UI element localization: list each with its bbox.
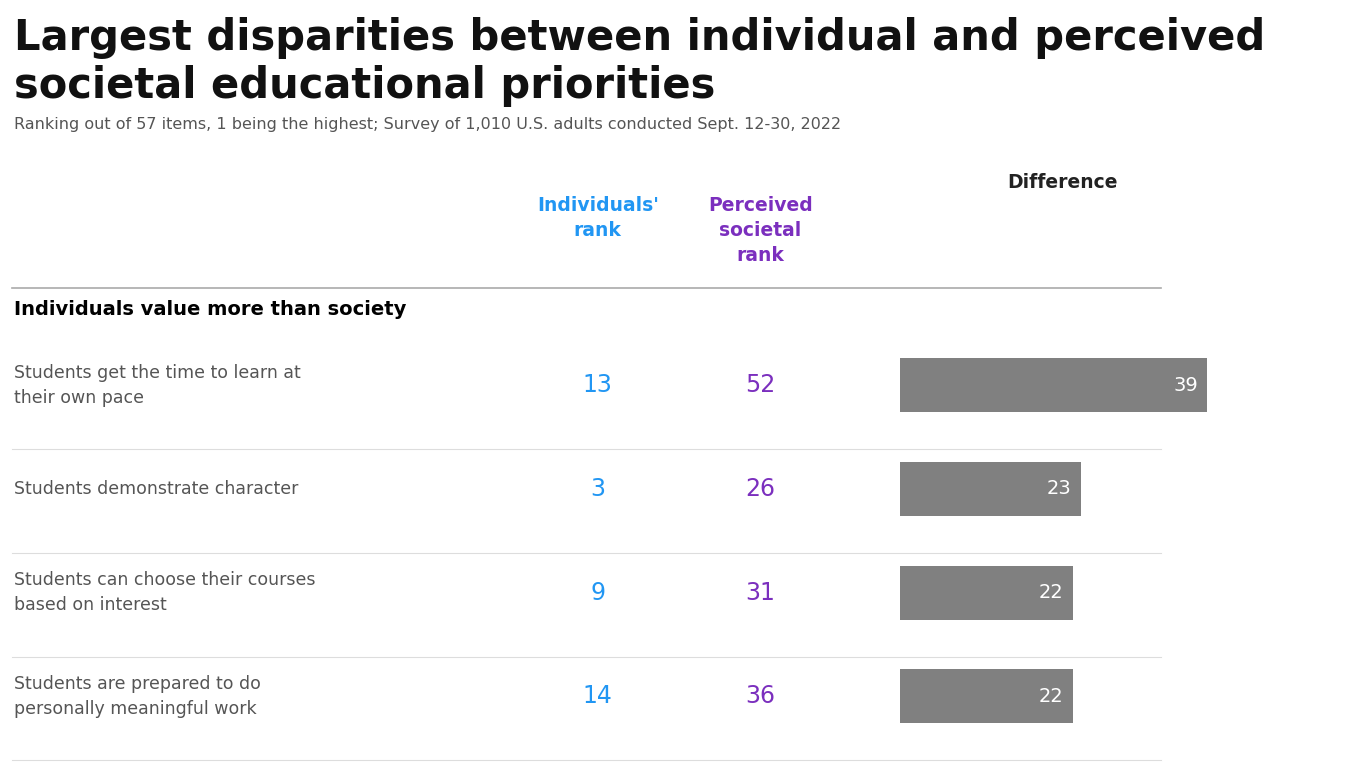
Text: 23: 23	[1046, 479, 1072, 498]
Text: Ranking out of 57 items, 1 being the highest; Survey of 1,010 U.S. adults conduc: Ranking out of 57 items, 1 being the hig…	[14, 117, 841, 132]
FancyBboxPatch shape	[900, 359, 1208, 412]
Text: Perceived
societal
rank: Perceived societal rank	[708, 196, 813, 265]
FancyBboxPatch shape	[900, 462, 1081, 516]
Text: Students demonstrate character: Students demonstrate character	[14, 480, 298, 498]
Text: 22: 22	[1040, 687, 1064, 706]
Text: 13: 13	[583, 373, 613, 397]
Text: 36: 36	[746, 684, 776, 708]
Text: societal educational priorities: societal educational priorities	[14, 65, 716, 107]
Text: 3: 3	[590, 477, 605, 501]
Text: 52: 52	[744, 373, 776, 397]
Text: Largest disparities between individual and perceived: Largest disparities between individual a…	[14, 17, 1265, 59]
Text: 31: 31	[746, 581, 775, 604]
Text: Individuals'
rank: Individuals' rank	[537, 196, 658, 240]
Text: Individuals value more than society: Individuals value more than society	[14, 300, 406, 319]
FancyBboxPatch shape	[900, 670, 1074, 723]
Text: 22: 22	[1040, 583, 1064, 602]
Text: Students can choose their courses
based on interest: Students can choose their courses based …	[14, 571, 316, 614]
Text: 39: 39	[1173, 376, 1198, 395]
Text: 26: 26	[746, 477, 776, 501]
FancyBboxPatch shape	[900, 566, 1074, 620]
Text: Students are prepared to do
personally meaningful work: Students are prepared to do personally m…	[14, 675, 261, 718]
Text: 14: 14	[583, 684, 613, 708]
Text: Difference: Difference	[1007, 173, 1117, 192]
Text: 9: 9	[590, 581, 605, 604]
Text: Students get the time to learn at
their own pace: Students get the time to learn at their …	[14, 364, 301, 407]
